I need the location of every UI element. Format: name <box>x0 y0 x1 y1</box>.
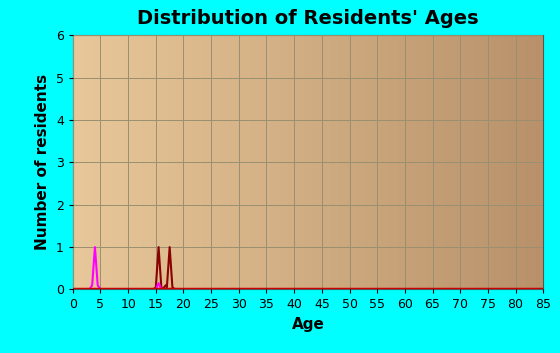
Y-axis label: Number of residents: Number of residents <box>35 74 50 250</box>
X-axis label: Age: Age <box>292 317 324 332</box>
Title: Distribution of Residents' Ages: Distribution of Residents' Ages <box>137 9 479 28</box>
